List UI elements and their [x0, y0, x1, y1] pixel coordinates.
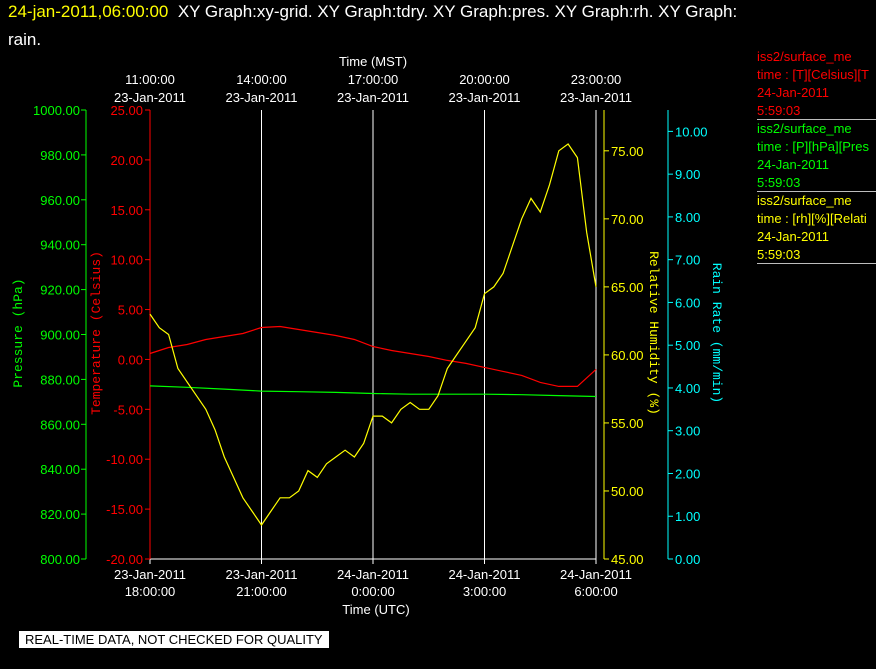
rain-tick-label: 5.00: [675, 338, 700, 353]
pressure-axis-label: Pressure (hPa): [11, 278, 26, 387]
rain-tick-label: 2.00: [675, 466, 700, 481]
bottom-tick-label: 24-Jan-2011: [337, 567, 409, 582]
graph-list: XY Graph:xy-grid. XY Graph:tdry. XY Grap…: [177, 2, 738, 21]
rain-tick-label: 8.00: [675, 210, 700, 225]
pressure-tick-label: 960.00: [40, 193, 80, 208]
legend-pressure-line2: time : [P][hPa][Pres: [757, 139, 869, 154]
pressure-tick-label: 920.00: [40, 283, 80, 298]
relative-humidity-series-line: [149, 143, 597, 527]
temperature-tick-label: -10.00: [106, 452, 143, 467]
top-tick-label: 11:00:00: [125, 72, 175, 87]
temperature-tick-label: 15.00: [110, 203, 143, 218]
temperature-tick-label: 5.00: [118, 303, 143, 318]
pressure-tick-label: 840.00: [40, 462, 80, 477]
pressure-tick-label: 860.00: [40, 417, 80, 432]
bottom-axis-title: Time (UTC): [342, 602, 409, 617]
humidity-tick-label: 45.00: [611, 552, 644, 567]
humidity-tick-label: 70.00: [611, 212, 644, 227]
rain-tick-label: 9.00: [675, 167, 700, 182]
humidity-tick-label: 75.00: [611, 144, 644, 159]
temperature-series-line: [149, 325, 597, 387]
humidity-axis-label: Relative Humidity (%): [646, 251, 661, 415]
timestamp: 24-jan-2011,06:00:00: [8, 2, 169, 21]
bottom-tick-label: 3:00:00: [463, 584, 506, 599]
top-tick-label: 23-Jan-2011: [225, 90, 297, 105]
legend-divider: [757, 119, 876, 120]
rain-tick-label: 1.00: [675, 509, 700, 524]
rain-tick-label: 0.00: [675, 552, 700, 567]
bottom-tick-label: 24-Jan-2011: [560, 567, 632, 582]
bottom-tick-label: 0:00:00: [351, 584, 394, 599]
bottom-tick-label: 18:00:00: [125, 584, 176, 599]
legend-entry-temperature: iss2/surface_me time : [T][Celsius][T 24…: [757, 48, 876, 120]
legend-pressure-line3: 24-Jan-2011: [757, 157, 830, 172]
pressure-tick-label: 820.00: [40, 507, 80, 522]
bottom-tick-label: 21:00:00: [236, 584, 287, 599]
top-tick-label: 17:00:00: [348, 72, 399, 87]
legend-temperature-line2: time : [T][Celsius][T: [757, 67, 869, 82]
humidity-tick-label: 55.00: [611, 416, 644, 431]
humidity-tick-label: 50.00: [611, 484, 644, 499]
top-tick-label: 23-Jan-2011: [114, 90, 186, 105]
pressure-series-line: [149, 385, 597, 398]
rain-tick-label: 4.00: [675, 381, 700, 396]
bottom-tick-label: 24-Jan-2011: [448, 567, 520, 582]
top-axis-title: Time (MST): [339, 54, 407, 69]
temperature-tick-label: -20.00: [106, 552, 143, 567]
grid-layer: [149, 110, 597, 560]
pressure-tick-label: 880.00: [40, 372, 80, 387]
rain-tick-label: 7.00: [675, 253, 700, 268]
legend-humidity-line1: iss2/surface_me: [757, 193, 852, 208]
pressure-tick-label: 900.00: [40, 328, 80, 343]
rain-tick-label: 6.00: [675, 295, 700, 310]
top-tick-label: 20:00:00: [459, 72, 510, 87]
legend-entry-pressure: iss2/surface_me time : [P][hPa][Pres 24-…: [757, 120, 876, 192]
legend-pressure-line1: iss2/surface_me: [757, 121, 852, 136]
legend-entry-humidity: iss2/surface_me time : [rh][%][Relati 24…: [757, 192, 876, 264]
quality-banner: REAL-TIME DATA, NOT CHECKED FOR QUALITY: [19, 631, 329, 648]
series-layer: [149, 143, 597, 527]
temperature-tick-label: -15.00: [106, 502, 143, 517]
rain-axis-label: Rain Rate (mm/min): [709, 263, 724, 403]
top-tick-label: 23-Jan-2011: [560, 90, 632, 105]
legend-divider: [757, 263, 876, 264]
bottom-tick-label: 23-Jan-2011: [114, 567, 186, 582]
top-tick-label: 23:00:00: [571, 72, 622, 87]
top-tick-label: 23-Jan-2011: [337, 90, 409, 105]
temperature-tick-label: 0.00: [118, 352, 143, 367]
pressure-tick-label: 980.00: [40, 148, 80, 163]
pressure-tick-label: 1000.00: [33, 103, 80, 118]
graph-title: 24-jan-2011,06:00:00 XY Graph:xy-grid. X…: [8, 2, 737, 22]
pressure-tick-label: 940.00: [40, 238, 80, 253]
temperature-tick-label: 25.00: [110, 103, 143, 118]
legend-humidity-line3: 24-Jan-2011: [757, 229, 830, 244]
humidity-tick-label: 60.00: [611, 348, 644, 363]
temperature-tick-label: 10.00: [110, 253, 143, 268]
bottom-tick-label: 23-Jan-2011: [225, 567, 297, 582]
rain-tick-label: 10.00: [675, 124, 708, 139]
legend-humidity-line2: time : [rh][%][Relati: [757, 211, 867, 226]
axes-layer: 11:00:00 23-Jan-2011 14:00:00 23-Jan-2011 17…: [33, 72, 708, 599]
legend-temperature-line1: iss2/surface_me: [757, 49, 852, 64]
rain-tick-label: 3.00: [675, 424, 700, 439]
legend-humidity-line4: 5:59:03: [757, 247, 801, 262]
temperature-tick-label: 20.00: [110, 153, 143, 168]
legend-temperature-line3: 24-Jan-2011: [757, 85, 830, 100]
humidity-tick-label: 65.00: [611, 280, 644, 295]
legend-divider: [757, 191, 876, 192]
pressure-tick-label: 800.00: [40, 552, 80, 567]
graph-title-continued: rain.: [8, 30, 42, 49]
legend-pressure-line4: 5:59:03: [757, 175, 801, 190]
bottom-tick-label: 6:00:00: [574, 584, 617, 599]
legend-temperature-line4: 5:59:03: [757, 103, 801, 118]
temperature-axis-label: Temperature (Celsius): [89, 251, 104, 415]
temperature-tick-label: -5.00: [113, 402, 143, 417]
top-tick-label: 23-Jan-2011: [448, 90, 520, 105]
top-tick-label: 14:00:00: [236, 72, 287, 87]
